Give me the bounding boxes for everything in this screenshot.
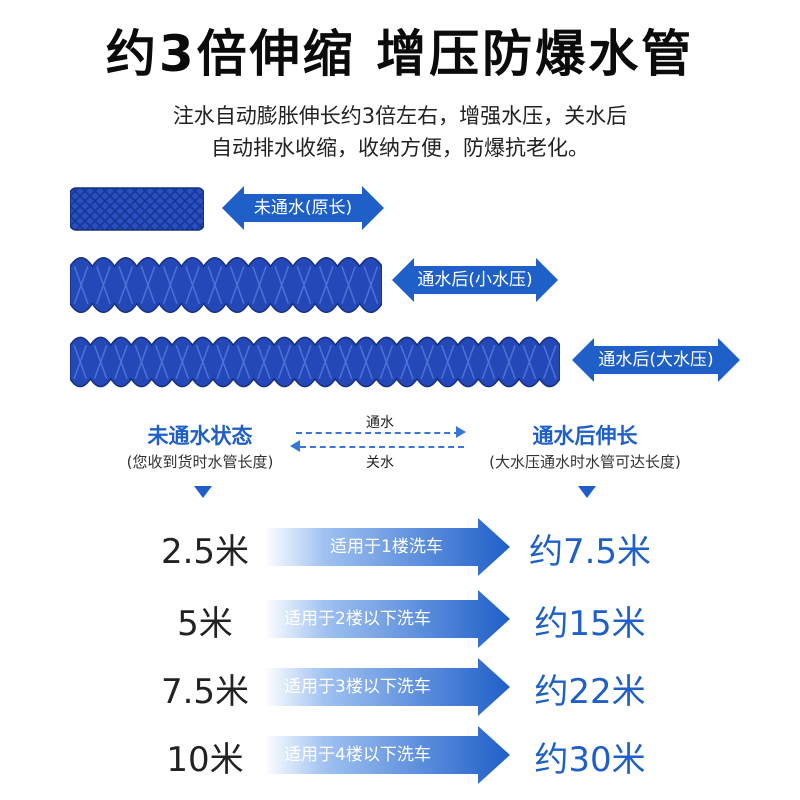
row-usage-arrow: 适用于4楼以下洗车 — [264, 726, 512, 784]
label-small-pressure-text: 通水后(小水压) — [417, 270, 533, 290]
row-length: 10米 — [166, 740, 244, 780]
row-arrow-shape — [264, 590, 510, 648]
row-result: 约15米 — [534, 604, 646, 644]
hose-small-pressure-image — [70, 256, 382, 314]
row-length: 2.5米 — [160, 532, 250, 572]
label-original-length: 未通水(原长) — [222, 186, 384, 230]
row-usage-text: 适用于2楼以下洗车 — [284, 609, 431, 629]
row-usage-arrow: 适用于2楼以下洗车 — [264, 590, 512, 648]
row-result: 约7.5米 — [528, 532, 652, 572]
row-length: 5米 — [177, 604, 233, 644]
row-usage-text: 适用于3楼以下洗车 — [284, 677, 431, 697]
flow-backward-arrowhead-icon — [290, 440, 300, 452]
left-down-triangle-icon — [194, 486, 212, 498]
row-arrow-shape — [264, 518, 510, 576]
row-arrow-shape — [264, 726, 510, 784]
row-usage-arrow: 适用于3楼以下洗车 — [264, 658, 512, 716]
flow-forward-label: 通水 — [366, 415, 394, 431]
row-length: 7.5米 — [160, 672, 250, 712]
flow-forward-arrowhead-icon — [456, 426, 466, 438]
row-usage-text: 适用于1楼洗车 — [330, 537, 443, 557]
page-title: 约3倍伸缩 增压防爆水管 — [105, 25, 695, 83]
left-state-subtitle: (您收到货时水管长度) — [126, 453, 274, 471]
left-state-title: 未通水状态 — [147, 424, 253, 448]
label-big-pressure-text: 通水后(大水压) — [598, 350, 714, 370]
right-state-title: 通水后伸长 — [532, 424, 638, 448]
label-original-text: 未通水(原长) — [253, 198, 353, 218]
right-down-triangle-icon — [578, 486, 596, 498]
right-state-subtitle: (大水压通水时水管可达长度) — [489, 453, 681, 471]
row-arrow-shape — [264, 658, 510, 716]
subtitle-line-1: 注水自动膨胀伸长约3倍左右，增强水压，关水后 — [172, 104, 628, 128]
flow-backward-line — [300, 446, 464, 448]
label-small-pressure: 通水后(小水压) — [392, 258, 558, 302]
label-big-pressure: 通水后(大水压) — [572, 338, 740, 382]
flow-backward-label: 关水 — [366, 455, 394, 471]
row-usage-text: 适用于4楼以下洗车 — [284, 745, 431, 765]
hose-big-pressure-image — [70, 336, 560, 388]
hose-original-image — [70, 187, 204, 231]
subtitle-line-2: 自动排水收缩，收纳方便，防爆抗老化。 — [211, 136, 589, 160]
row-usage-arrow: 适用于1楼洗车 — [264, 518, 512, 576]
row-result: 约30米 — [534, 740, 646, 780]
row-result: 约22米 — [534, 672, 646, 712]
flow-forward-line — [296, 432, 460, 434]
